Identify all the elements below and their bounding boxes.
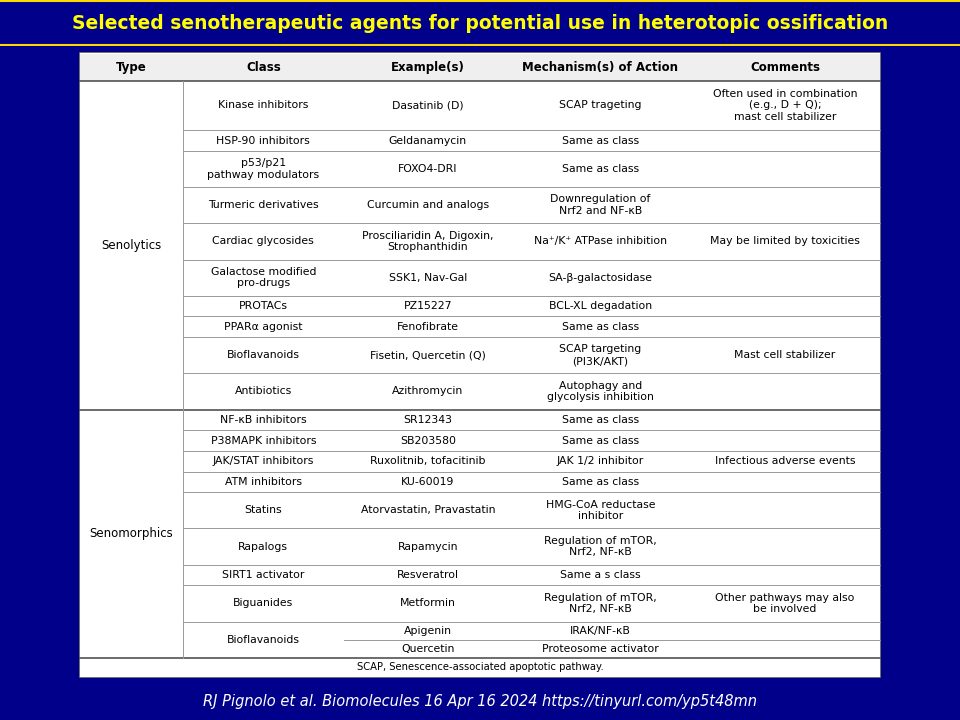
- Text: Type: Type: [115, 60, 146, 73]
- Text: Same as class: Same as class: [562, 477, 639, 487]
- Text: SA-β-galactosidase: SA-β-galactosidase: [548, 273, 653, 283]
- Text: Biguanides: Biguanides: [233, 598, 294, 608]
- Text: Atorvastatin, Pravastatin: Atorvastatin, Pravastatin: [361, 505, 495, 516]
- Text: Autophagy and
glycolysis inhibition: Autophagy and glycolysis inhibition: [547, 381, 654, 402]
- Text: Same as class: Same as class: [562, 135, 639, 145]
- Text: SCAP targeting
(PI3K/AKT): SCAP targeting (PI3K/AKT): [560, 344, 641, 366]
- Text: ATM inhibitors: ATM inhibitors: [225, 477, 301, 487]
- Text: May be limited by toxicities: May be limited by toxicities: [710, 236, 860, 246]
- Text: Often used in combination
(e.g., D + Q);
mast cell stabilizer: Often used in combination (e.g., D + Q);…: [712, 89, 857, 122]
- Text: Rapalogs: Rapalogs: [238, 541, 288, 552]
- Text: Antibiotics: Antibiotics: [234, 387, 292, 397]
- Text: Rapamycin: Rapamycin: [397, 541, 458, 552]
- Text: Proteosome activator: Proteosome activator: [542, 644, 659, 654]
- Text: PPARα agonist: PPARα agonist: [224, 322, 302, 332]
- Text: PZ15227: PZ15227: [403, 301, 452, 311]
- Text: Dasatinib (D): Dasatinib (D): [392, 100, 464, 110]
- Text: Resveratrol: Resveratrol: [396, 570, 459, 580]
- Text: Apigenin: Apigenin: [404, 626, 452, 636]
- Text: Kinase inhibitors: Kinase inhibitors: [218, 100, 308, 110]
- Text: Fenofibrate: Fenofibrate: [396, 322, 459, 332]
- Text: Infectious adverse events: Infectious adverse events: [715, 456, 855, 467]
- Text: Comments: Comments: [750, 60, 820, 73]
- Text: Prosciliaridin A, Digoxin,
Strophanthidin: Prosciliaridin A, Digoxin, Strophanthidi…: [362, 230, 493, 252]
- Text: Cardiac glycosides: Cardiac glycosides: [212, 236, 314, 246]
- Text: Other pathways may also
be involved: Other pathways may also be involved: [715, 593, 854, 614]
- Text: Fisetin, Quercetin (Q): Fisetin, Quercetin (Q): [370, 350, 486, 360]
- Text: SCAP, Senescence-associated apoptotic pathway.: SCAP, Senescence-associated apoptotic pa…: [356, 662, 604, 672]
- Text: Same as class: Same as class: [562, 415, 639, 425]
- Text: Selected senotherapeutic agents for potential use in heterotopic ossification: Selected senotherapeutic agents for pote…: [72, 14, 888, 33]
- Text: Senomorphics: Senomorphics: [89, 527, 173, 540]
- Text: Azithromycin: Azithromycin: [393, 387, 464, 397]
- Text: Regulation of mTOR,
Nrf2, NF-κB: Regulation of mTOR, Nrf2, NF-κB: [544, 593, 657, 614]
- Text: Quercetin: Quercetin: [401, 644, 454, 654]
- Text: Same as class: Same as class: [562, 436, 639, 446]
- Text: p53/p21
pathway modulators: p53/p21 pathway modulators: [207, 158, 320, 180]
- Text: P38MAPK inhibitors: P38MAPK inhibitors: [210, 436, 316, 446]
- Text: SR12343: SR12343: [403, 415, 452, 425]
- Text: Geldanamycin: Geldanamycin: [389, 135, 467, 145]
- Text: Downregulation of
Nrf2 and NF-κB: Downregulation of Nrf2 and NF-κB: [550, 194, 651, 216]
- Text: HSP-90 inhibitors: HSP-90 inhibitors: [216, 135, 310, 145]
- Text: Galactose modified
pro-drugs: Galactose modified pro-drugs: [210, 267, 316, 289]
- Text: KU-60019: KU-60019: [401, 477, 454, 487]
- Text: SSK1, Nav-Gal: SSK1, Nav-Gal: [389, 273, 467, 283]
- Text: HMG-CoA reductase
inhibitor: HMG-CoA reductase inhibitor: [545, 500, 655, 521]
- Text: Same a s class: Same a s class: [560, 570, 640, 580]
- Text: Bioflavanoids: Bioflavanoids: [227, 350, 300, 360]
- Text: Metformin: Metformin: [400, 598, 456, 608]
- Text: Mechanism(s) of Action: Mechanism(s) of Action: [522, 60, 679, 73]
- Text: Same as class: Same as class: [562, 322, 639, 332]
- Text: Example(s): Example(s): [391, 60, 465, 73]
- Text: Na⁺/K⁺ ATPase inhibition: Na⁺/K⁺ ATPase inhibition: [534, 236, 667, 246]
- Text: SB203580: SB203580: [399, 436, 456, 446]
- Text: SCAP trageting: SCAP trageting: [559, 100, 641, 110]
- Bar: [80, 54, 880, 81]
- Text: Ruxolitnib, tofacitinib: Ruxolitnib, tofacitinib: [371, 456, 486, 467]
- Text: SIRT1 activator: SIRT1 activator: [222, 570, 304, 580]
- Text: IRAK/NF-κB: IRAK/NF-κB: [570, 626, 631, 636]
- Text: NF-κB inhibitors: NF-κB inhibitors: [220, 415, 306, 425]
- Text: Mast cell stabilizer: Mast cell stabilizer: [734, 350, 835, 360]
- Text: FOXO4-DRI: FOXO4-DRI: [398, 164, 458, 174]
- Text: Same as class: Same as class: [562, 164, 639, 174]
- Text: Turmeric derivatives: Turmeric derivatives: [208, 200, 319, 210]
- Text: Senolytics: Senolytics: [101, 238, 161, 251]
- Text: JAK 1/2 inhibitor: JAK 1/2 inhibitor: [557, 456, 644, 467]
- Text: PROTACs: PROTACs: [239, 301, 288, 311]
- Text: RJ Pignolo et al. Biomolecules 16 Apr 16 2024 https://tinyurl.com/yp5t48mn: RJ Pignolo et al. Biomolecules 16 Apr 16…: [203, 694, 757, 708]
- Text: BCL-XL degadation: BCL-XL degadation: [549, 301, 652, 311]
- Text: Class: Class: [246, 60, 280, 73]
- Text: Regulation of mTOR,
Nrf2, NF-κB: Regulation of mTOR, Nrf2, NF-κB: [544, 536, 657, 557]
- Text: Bioflavanoids: Bioflavanoids: [227, 634, 300, 644]
- Text: Curcumin and analogs: Curcumin and analogs: [367, 200, 489, 210]
- Text: Statins: Statins: [245, 505, 282, 516]
- Text: JAK/STAT inhibitors: JAK/STAT inhibitors: [212, 456, 314, 467]
